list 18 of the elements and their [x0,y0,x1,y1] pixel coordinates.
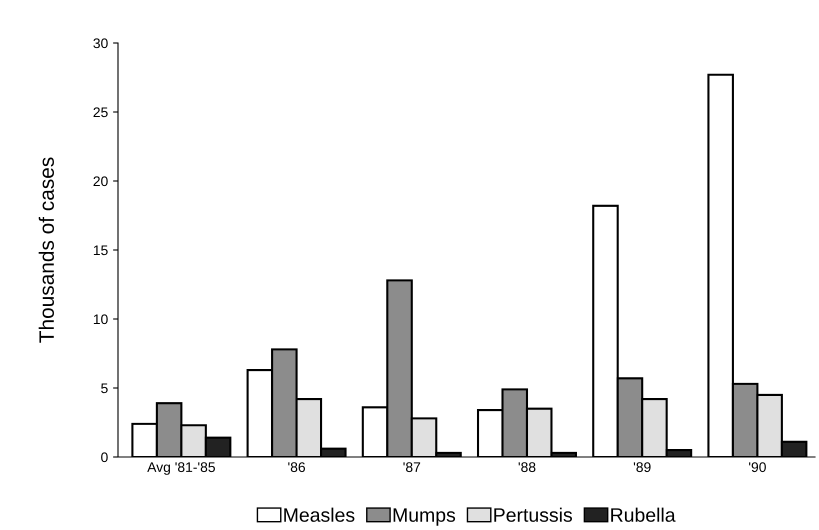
x-tick-label: Avg '81-'85 [147,462,215,475]
legend-label: Measles [284,508,354,522]
legend-label: Mumps [394,508,456,526]
y-tick-label: 0 [101,452,108,462]
y-axis-title: Thousands of cases [38,158,54,343]
y-tick-label: 5 [101,383,108,394]
legend-label: Rubella [611,508,676,522]
x-tick-label: '87 [403,462,420,472]
y-tick-label: 15 [94,245,108,256]
y-tick-label: 10 [94,314,108,324]
x-tick-label: '89 [634,462,651,472]
legend-label: Pertussis [494,508,572,522]
y-tick-label: 30 [93,38,108,48]
x-tick-label: '86 [288,462,306,472]
x-tick-label: '90 [749,462,766,472]
x-tick-label: '88 [518,462,536,472]
y-tick-label: 25 [94,107,108,118]
y-tick-label: 20 [94,176,108,186]
